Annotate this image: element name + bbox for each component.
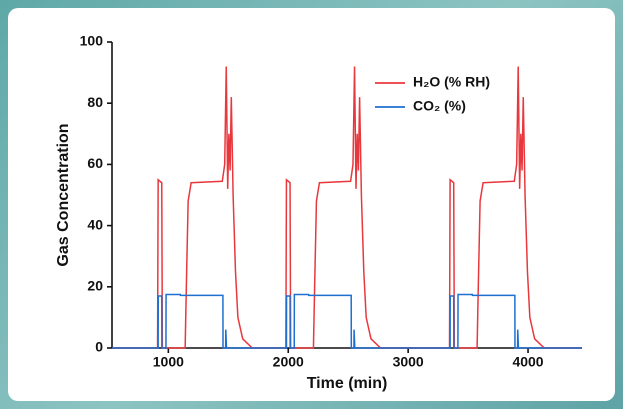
x-tick-label: 4000	[512, 354, 543, 370]
panel	[8, 8, 615, 401]
x-axis-label: Time (min)	[307, 375, 388, 392]
legend-label: H₂O (% RH)	[413, 74, 490, 90]
y-axis-label: Gas Concentration	[55, 123, 72, 266]
x-tick-label: 3000	[393, 354, 424, 370]
data-line	[112, 293, 582, 349]
x-tick-label: 1000	[153, 354, 184, 370]
y-tick-label: 60	[87, 155, 103, 171]
x-tick-label: 2000	[273, 354, 304, 370]
y-tick-label: 100	[80, 33, 104, 49]
y-tick-label: 40	[87, 216, 103, 232]
y-tick-label: 20	[87, 278, 103, 294]
y-tick-label: 0	[95, 339, 103, 355]
data-line	[112, 66, 582, 349]
y-tick-label: 80	[87, 94, 103, 110]
legend-label: CO₂ (%)	[413, 98, 466, 114]
